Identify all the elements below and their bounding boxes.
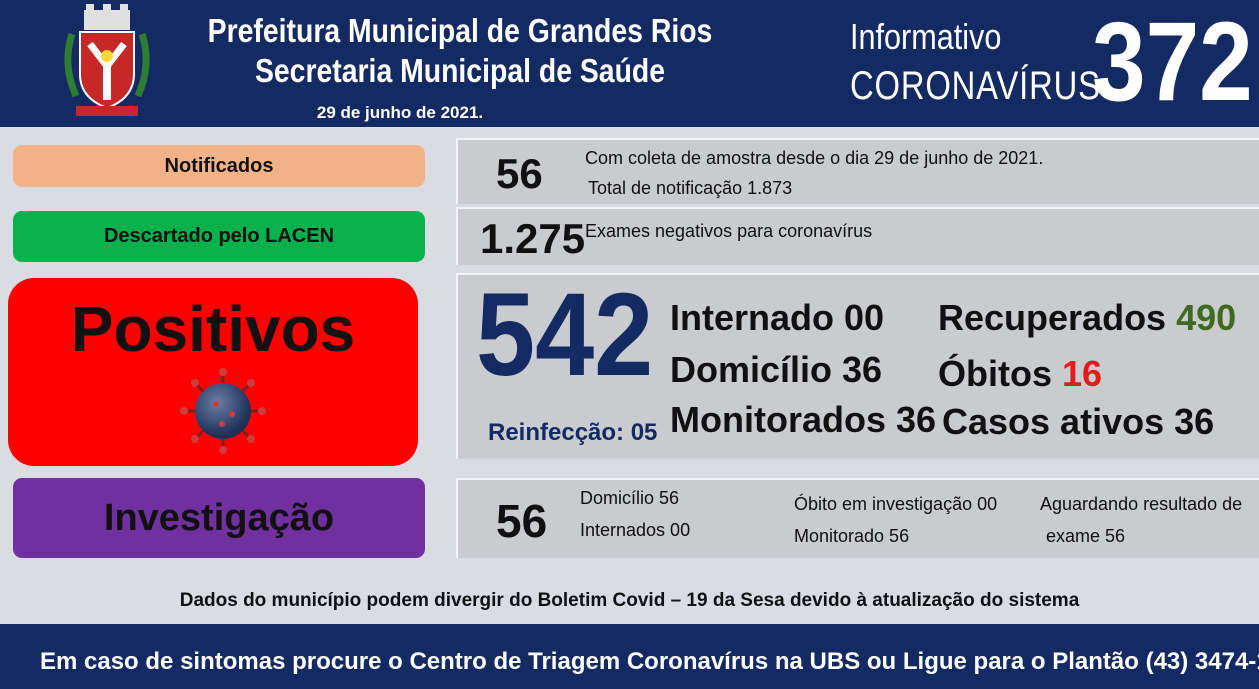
aguardando-line1: Aguardando resultado de	[1040, 494, 1243, 514]
positivos-value: 542	[476, 269, 654, 401]
recuperados: Recuperados 490	[938, 297, 1236, 339]
footer-banner: Em caso de sintomas procure o Centro de …	[0, 624, 1259, 689]
descartado-note: Exames negativos para coronavírus	[585, 221, 873, 241]
aguardando-line2: exame 56	[1046, 526, 1126, 546]
obito-investigacao: Óbito em investigação 00	[794, 494, 998, 514]
investigacao-label-box: Investigação	[13, 478, 425, 558]
footer-contact-text: Em caso de sintomas procure o Centro de …	[40, 648, 1259, 675]
municipal-coat-of-arms-icon	[58, 4, 156, 122]
header-title-prefeitura: Prefeitura Municipal de Grandes Rios	[207, 12, 713, 49]
investigacao-panel: 56 Domicílio 56 Internados 00 Óbito em i…	[456, 478, 1259, 558]
internado: Internado 00	[670, 297, 885, 338]
descartado-label: Descartado pelo LACEN	[103, 225, 335, 247]
bulletin-number: 372	[1092, 0, 1253, 124]
coronavirus-icon	[178, 366, 268, 456]
notificados-label: Notificados	[164, 154, 274, 177]
positivos-panel: 542 Reinfecção: 05 Internado 00 Domicíli…	[456, 269, 1259, 459]
domicilio: Domicílio 36	[670, 349, 883, 390]
casos-ativos: Casos ativos 36	[942, 401, 1215, 442]
notificados-value: 56	[496, 150, 543, 197]
notificados-panel: 56 Com coleta de amostra desde o dia 29 …	[456, 138, 1259, 204]
notificados-note-line1: Com coleta de amostra desde o dia 29 de …	[585, 148, 1044, 168]
monitorados: Monitorados 36	[670, 399, 937, 440]
descartado-panel: 1.275 Exames negativos para coronavírus	[456, 207, 1259, 265]
disclaimer: Dados do município podem divergir do Bol…	[179, 590, 1080, 611]
investigacao-domicilio: Domicílio 56	[580, 488, 680, 508]
investigacao-value: 56	[496, 495, 548, 547]
monitorado: Monitorado 56	[794, 526, 910, 546]
positivos-label-box: Positivos	[8, 278, 418, 466]
header-title-secretaria: Secretaria Municipal de Saúde	[254, 52, 666, 89]
bulletin-date: 29 de junho de 2021.	[316, 103, 484, 122]
recuperados-label: Recuperados	[938, 297, 1167, 338]
descartado-label-box: Descartado pelo LACEN	[13, 211, 425, 262]
notificados-note-line2: Total de notificação 1.873	[588, 178, 793, 198]
recuperados-value: 490	[1176, 297, 1237, 338]
obitos-value: 16	[1062, 353, 1103, 394]
investigacao-label: Investigação	[103, 496, 335, 539]
info-label: Informativo	[850, 16, 1002, 57]
obitos-label: Óbitos	[938, 353, 1052, 394]
positivos-label: Positivos	[70, 293, 356, 365]
reinfeccao: Reinfecção: 05	[488, 419, 658, 446]
header-banner: Prefeitura Municipal de Grandes Rios Sec…	[0, 0, 1259, 127]
obitos: Óbitos 16	[938, 353, 1102, 395]
notificados-label-box: Notificados	[13, 145, 425, 187]
info-subject: CORONAVÍRUS	[850, 64, 1101, 108]
descartado-value: 1.275	[480, 215, 586, 262]
investigacao-internados: Internados 00	[580, 520, 691, 540]
